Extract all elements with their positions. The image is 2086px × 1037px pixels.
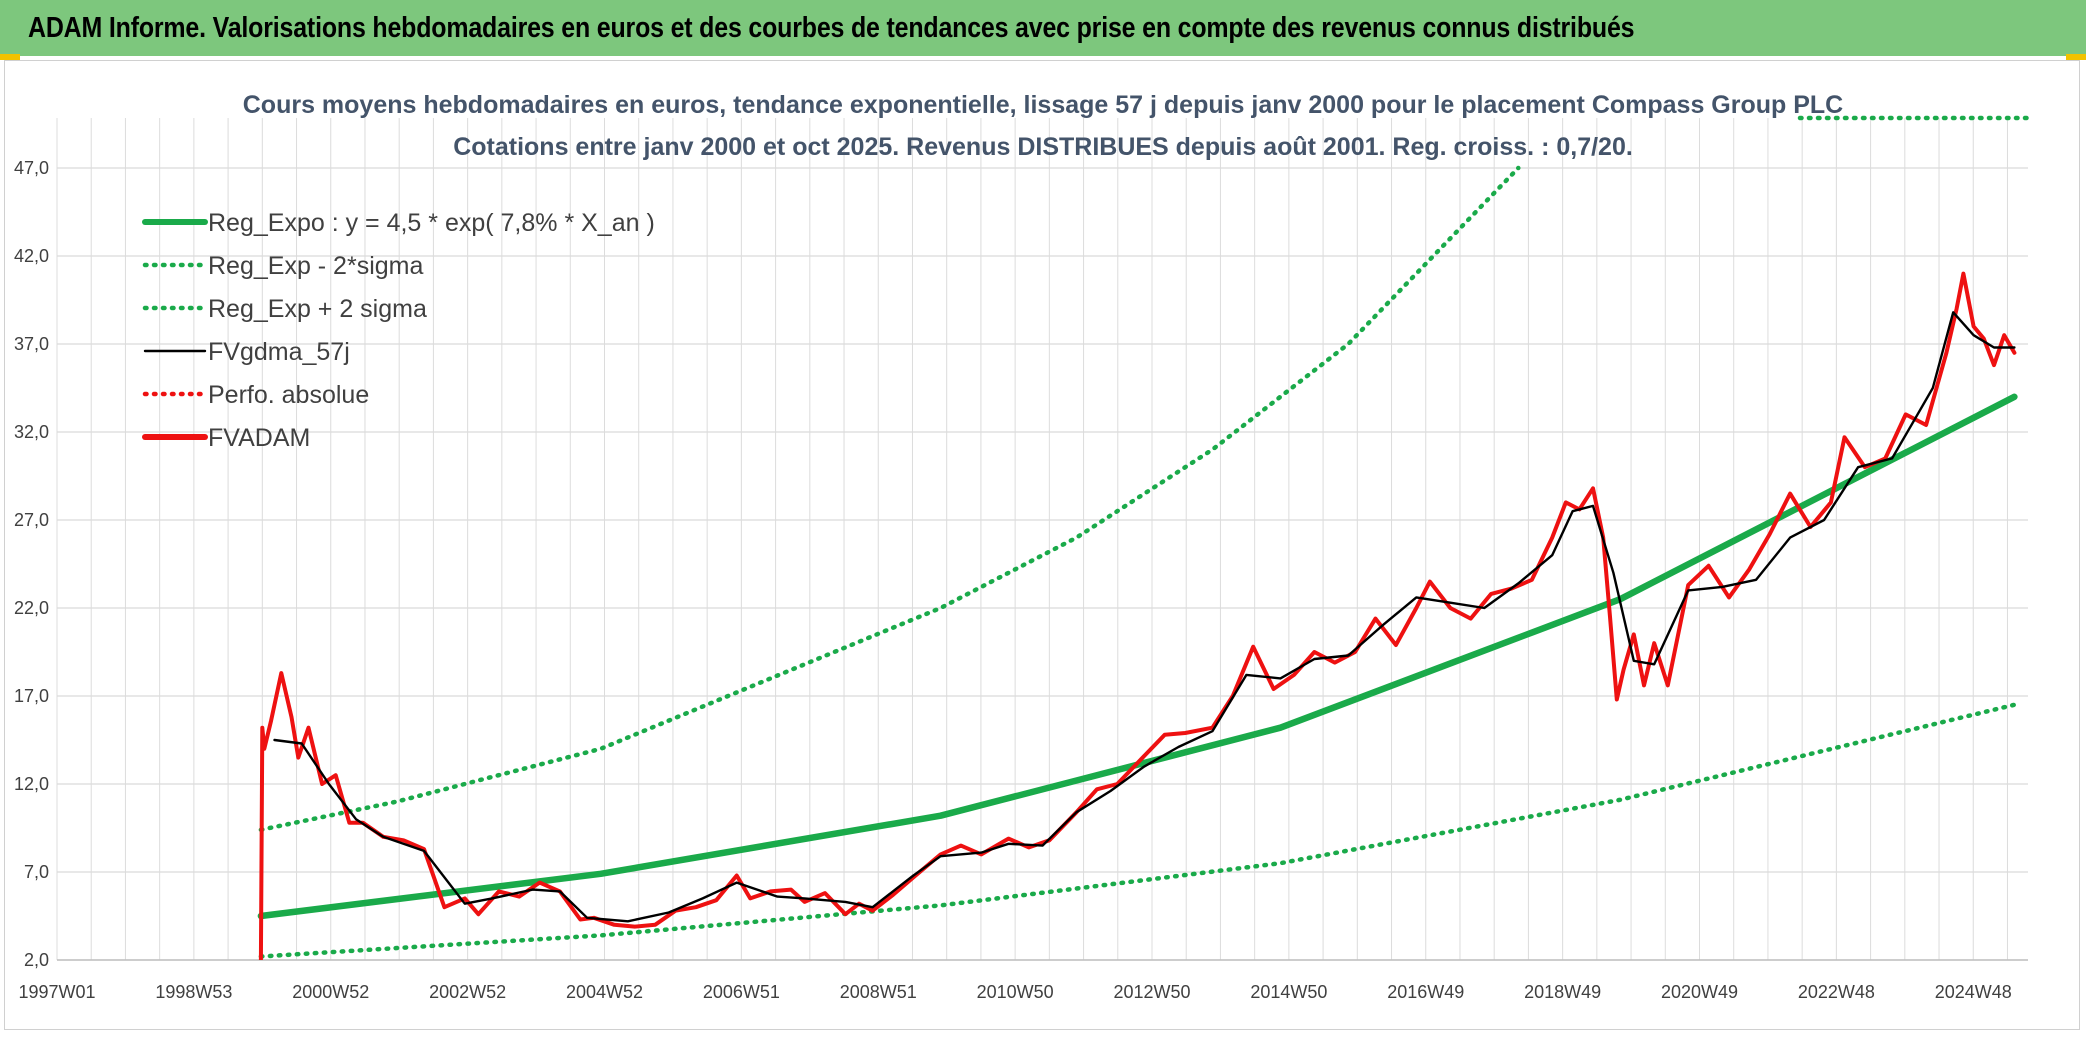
- x-tick-label: 2022W48: [1798, 982, 1875, 1002]
- x-tick-label: 2000W52: [292, 982, 369, 1002]
- y-tick-label: 22,0: [14, 598, 49, 618]
- series-line-reg-exp-2-sigma: [258, 165, 1521, 833]
- chart-frame: [4, 60, 2080, 1030]
- y-tick-label: 47,0: [14, 158, 49, 178]
- legend-label: Reg_Expo : y = 4,5 * exp( 7,8% * X_an ): [208, 209, 655, 237]
- y-tick-label: 42,0: [14, 246, 49, 266]
- x-tick-label: 1998W53: [155, 982, 232, 1002]
- chart-subtitle: Cotations entre janv 2000 et oct 2025. R…: [453, 133, 1633, 161]
- chart-title: Cours moyens hebdomadaires en euros, ten…: [243, 91, 1844, 119]
- y-tick-label: 32,0: [14, 422, 49, 442]
- y-tick-label: 37,0: [14, 334, 49, 354]
- x-tick-label: 2008W51: [840, 982, 917, 1002]
- chart-grid: [56, 118, 2028, 961]
- x-tick-label: 2020W49: [1661, 982, 1738, 1002]
- corner-marker-left: [0, 54, 20, 60]
- x-axis-ticks: 1997W01 1998W53 2000W52 2002W52 2004W52 2006W…: [18, 982, 2011, 1002]
- x-tick-label: 2004W52: [566, 982, 643, 1002]
- y-tick-label: 2,0: [24, 950, 49, 970]
- series-line-fvgdma-57j: [273, 311, 2016, 923]
- y-tick-label: 27,0: [14, 510, 49, 530]
- corner-marker-right: [2066, 54, 2086, 60]
- legend: Reg_Expo : y = 4,5 * exp( 7,8% * X_an ) R…: [142, 209, 655, 452]
- series-line-fvadam: [258, 271, 2017, 960]
- legend-label: FVgdma_57j: [208, 338, 350, 366]
- legend-label: FVADAM: [208, 424, 310, 452]
- x-tick-label: 1997W01: [18, 982, 95, 1002]
- x-tick-label: 2014W50: [1250, 982, 1327, 1002]
- series-line-reg-exp-2-sigma: [258, 702, 2017, 959]
- legend-label: Perfo. absolue: [208, 381, 369, 409]
- header-bar: ADAM Informe. Valorisations hebdomadaire…: [0, 0, 2086, 56]
- series-line-reg-expo-y-4-5-exp-7-8-x-an: [257, 393, 2018, 920]
- page-title: ADAM Informe. Valorisations hebdomadaire…: [28, 11, 1635, 44]
- x-tick-label: 2002W52: [429, 982, 506, 1002]
- x-tick-label: 2016W49: [1387, 982, 1464, 1002]
- x-tick-label: 2018W49: [1524, 982, 1601, 1002]
- y-tick-label: 12,0: [14, 774, 49, 794]
- x-tick-label: 2006W51: [703, 982, 780, 1002]
- y-tick-label: 7,0: [24, 862, 49, 882]
- y-tick-label: 17,0: [14, 686, 49, 706]
- series-layer: [257, 115, 2031, 960]
- x-tick-label: 2012W50: [1113, 982, 1190, 1002]
- x-tick-label: 2024W48: [1935, 982, 2012, 1002]
- y-axis-ticks: 2,0 7,0 12,0 17,0 22,0 27,0 32,0 37,0 42,0 47,0: [14, 158, 49, 970]
- x-tick-label: 2010W50: [977, 982, 1054, 1002]
- legend-label: Reg_Exp + 2 sigma: [208, 295, 427, 323]
- legend-label: Reg_Exp - 2*sigma: [208, 252, 423, 280]
